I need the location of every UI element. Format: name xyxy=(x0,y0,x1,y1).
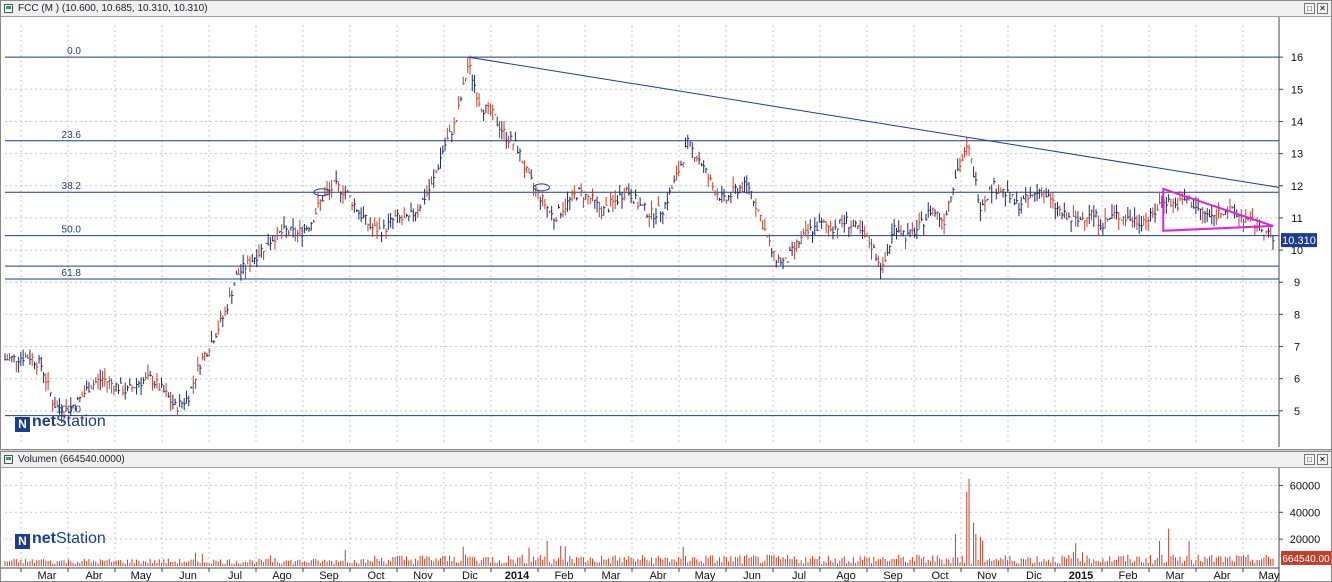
fib-label: 61.8 xyxy=(62,268,82,279)
x-tick-label: Feb xyxy=(1119,570,1138,582)
vol-y-tick-label: 40000 xyxy=(1290,507,1321,519)
price-panel-titlebar: FCC (M ) (10.600, 10.685, 10.310, 10.310… xyxy=(1,1,1331,17)
x-tick-label: May xyxy=(695,570,716,582)
price-panel-title: FCC (M ) (10.600, 10.685, 10.310, 10.310… xyxy=(18,3,208,14)
x-tick-label: Oct xyxy=(367,570,384,582)
price-y-tick-label: 8 xyxy=(1294,309,1300,321)
price-y-tick-label: 5 xyxy=(1294,406,1300,418)
x-tick-label: Feb xyxy=(555,570,574,582)
price-y-tick-label: 7 xyxy=(1294,342,1300,354)
volume-panel-title: Volumen (664540.0000) xyxy=(18,454,125,465)
x-tick-label: Oct xyxy=(931,570,948,582)
x-tick-label: Nov xyxy=(977,570,997,582)
last-price-box xyxy=(1281,233,1317,248)
x-tick-label: Ago xyxy=(836,570,856,582)
marker-ellipse xyxy=(313,188,331,197)
price-panel: FCC (M ) (10.600, 10.685, 10.310, 10.310… xyxy=(0,0,1332,450)
price-chart[interactable]: 5 6 7 8 9 10 11 12 13 14 15 16 0.0 23.6 38.2 50.0 61.8 10… xyxy=(1,17,1331,447)
x-tick-label: Sep xyxy=(883,570,903,582)
marker-ellipse xyxy=(532,183,550,192)
price-y-tick-label: 9 xyxy=(1294,277,1300,289)
x-tick-label: 2015 xyxy=(1069,570,1093,582)
x-tick-label: Abr xyxy=(85,570,102,582)
triangle-pattern xyxy=(1162,187,1274,232)
x-tick-label: Mar xyxy=(38,570,57,582)
x-tick-label: Abr xyxy=(649,570,666,582)
fib-label: 38.2 xyxy=(62,181,82,192)
x-tick-label: Dic xyxy=(1026,570,1042,582)
x-tick-label: Jun xyxy=(179,570,197,582)
x-tick-label: Jul xyxy=(792,570,806,582)
price-y-tick-label: 13 xyxy=(1291,149,1303,161)
volume-chart[interactable]: 20000 40000 60000 664540.00 Mar Abr May Jun Jul A… xyxy=(1,468,1331,582)
restore-button[interactable]: □ xyxy=(1304,454,1315,465)
price-y-tick-label: 12 xyxy=(1291,181,1303,193)
fib-label: 0.0 xyxy=(67,46,81,57)
x-tick-label: May xyxy=(1259,570,1280,582)
chart-icon xyxy=(4,455,13,464)
volume-panel-titlebar: Volumen (664540.0000) □ ✕ xyxy=(1,452,1331,468)
x-tick-label: 2014 xyxy=(505,570,530,582)
netstation-logo-icon: N xyxy=(15,417,30,432)
last-volume-label: 664540.00 xyxy=(1282,554,1330,565)
price-y-tick-label: 10 xyxy=(1291,245,1303,257)
x-tick-label: Jun xyxy=(743,570,761,582)
fib-label: 100.0 xyxy=(56,405,81,416)
restore-button[interactable]: □ xyxy=(1304,3,1315,14)
x-tick-label: Dic xyxy=(462,570,478,582)
volume-panel: Volumen (664540.0000) □ ✕ 20000 40000 6000… xyxy=(0,451,1332,582)
last-volume-box xyxy=(1281,550,1331,565)
price-y-tick-label: 11 xyxy=(1291,213,1302,225)
x-tick-label: Ago xyxy=(272,570,292,582)
x-tick-label: Mar xyxy=(602,570,621,582)
price-y-tick-label: 15 xyxy=(1291,84,1303,96)
x-tick-label: May xyxy=(131,570,152,582)
x-tick-label: Abr xyxy=(1213,570,1230,582)
netstation-logo-icon: N xyxy=(15,534,30,549)
trendline xyxy=(468,56,1280,188)
x-tick-label: Jul xyxy=(228,570,242,582)
vol-y-tick-label: 20000 xyxy=(1290,534,1321,546)
price-y-tick-label: 6 xyxy=(1294,374,1300,386)
fib-label: 50.0 xyxy=(62,225,82,236)
x-tick-label: Sep xyxy=(319,570,339,582)
vol-y-tick-label: 60000 xyxy=(1290,480,1321,492)
price-y-tick-label: 16 xyxy=(1291,52,1303,64)
chart-icon xyxy=(4,4,13,13)
fib-label: 23.6 xyxy=(62,130,82,141)
last-price-label: 10.310 xyxy=(1282,235,1316,247)
price-y-tick-label: 14 xyxy=(1291,116,1303,128)
close-button[interactable]: ✕ xyxy=(1317,454,1328,465)
close-button[interactable]: ✕ xyxy=(1317,3,1328,14)
x-tick-label: Nov xyxy=(413,570,433,582)
x-tick-label: Mar xyxy=(1166,570,1185,582)
